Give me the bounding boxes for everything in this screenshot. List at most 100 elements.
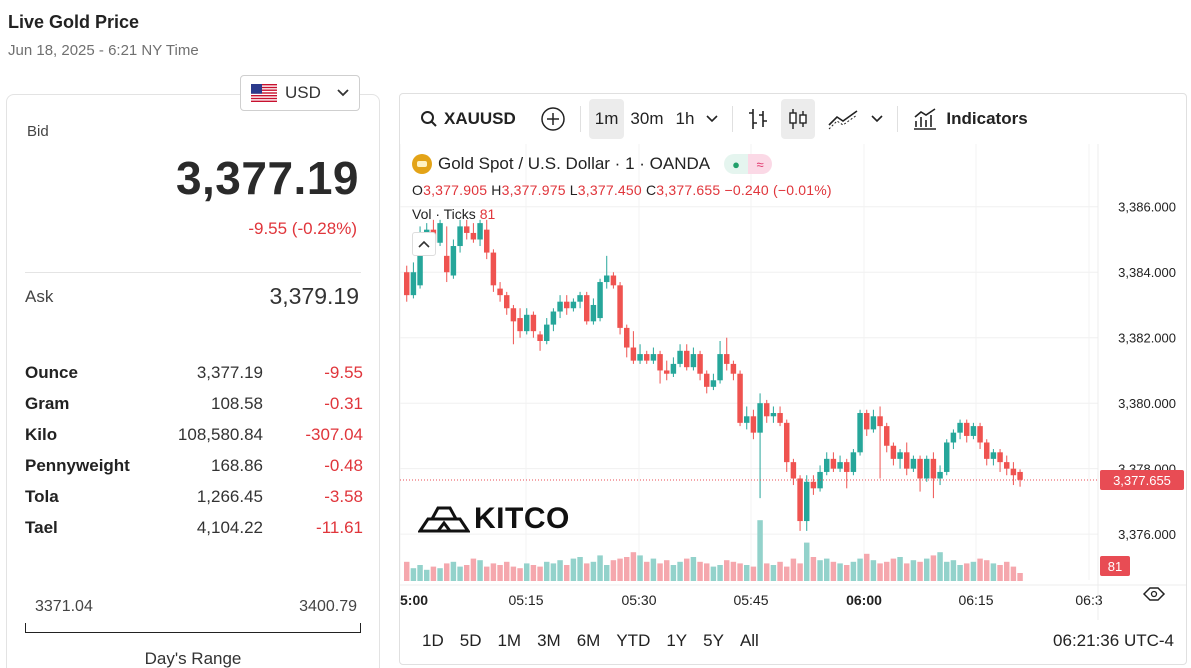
interval-dropdown[interactable] [700,99,724,139]
chart-clock[interactable]: 06:21:36 UTC-4 [1053,631,1174,650]
volume-bar [677,561,683,581]
market-status-pill[interactable]: ● ≈ [724,154,773,174]
candle-body [804,481,810,522]
volume-bar [610,560,617,581]
x-tick-label: 5:00 [400,592,428,608]
volume-bar [490,563,497,581]
range-5y[interactable]: 5Y [703,631,724,650]
range-ytd[interactable]: YTD [616,631,651,650]
unit-price: 108.58 [211,394,263,413]
candle-body [890,445,897,459]
volume-bar [717,565,723,581]
candle-body [650,354,657,361]
chart-style-dropdown[interactable] [865,99,889,139]
compare-button[interactable] [534,99,572,139]
volume-bar [524,563,530,581]
unit-row: Pennyweight 168.86 -0.48 [25,456,363,487]
unit-change: -3.58 [324,487,363,506]
volume-bar [670,565,677,581]
volume-bar [410,568,417,581]
candlestick-chart[interactable]: 3,376.0003,378.0003,380.0003,382.0003,38… [400,144,1186,620]
candle-body [490,252,497,286]
bar-style-icon [749,109,768,129]
indicators-button[interactable]: Indicators [906,99,1033,139]
candle-body [770,413,777,417]
chart-legend-title: Gold Spot / U.S. Dollar · 1 · OANDA ● ≈ [412,154,773,174]
area-style-button[interactable] [821,99,865,139]
candle-body [1004,462,1010,469]
candle-body [457,226,463,247]
candle-body [837,462,843,469]
candle-body [937,471,943,479]
range-all[interactable]: All [739,631,759,650]
chevron-down-icon [871,115,883,123]
volume-bar [704,563,710,581]
volume-bar [697,561,703,581]
volume-bar [964,563,970,581]
volume-bar [924,558,930,581]
candle-body [717,354,723,381]
volume-bar [470,558,477,581]
candle-body [984,442,990,459]
collapse-legend-button[interactable] [412,232,436,256]
range-1d[interactable]: 1D [422,631,444,650]
candle-style-button[interactable] [781,99,816,139]
range-1y[interactable]: 1Y [666,631,688,650]
x-tick-label: 05:15 [508,592,543,608]
volume-bar [730,561,737,581]
volume-bar [984,560,990,581]
area-style-icon [828,110,858,130]
volume-bar [437,568,443,581]
volume-bar [917,561,923,581]
candle-body [870,416,877,430]
volume-bar [617,558,623,581]
interval-1h[interactable]: 1h [675,109,695,128]
symbol-search-button[interactable]: XAUUSD [414,99,522,139]
unit-change: -11.61 [316,518,363,537]
volume-bar [777,561,783,581]
candle-body [1010,468,1017,476]
volume-bar [570,558,577,581]
candle-body [597,282,603,319]
volume-bar [817,560,823,581]
range-6m[interactable]: 6M [576,631,601,650]
volume-legend: Vol · Ticks 81 [412,206,495,222]
range-5d[interactable]: 5D [459,631,482,650]
candle-body [437,223,443,243]
volume-bar [497,565,503,581]
chart-toolbar: XAUUSD 1m 30m 1h Indicators [400,94,1186,144]
volume-bar [904,563,910,581]
day-range-caption: Day's Range [144,649,242,668]
candle-body [637,354,643,361]
volume-bar [417,565,423,581]
volume-value: 81 [479,206,496,222]
interval-1m[interactable]: 1m [588,99,625,139]
unit-change: -9.55 [324,363,363,382]
unit-price: 1,266.45 [196,487,263,506]
candle-body [830,458,837,469]
volume-bar [577,557,583,581]
unit-change: -0.31 [324,394,363,413]
range-1m[interactable]: 1M [497,631,522,650]
volume-bar [810,557,817,581]
volume-bar [804,542,810,581]
chevron-up-icon [418,240,430,248]
candle-body [724,354,730,364]
data-delay-icon: ≈ [748,154,773,174]
volume-bar [690,557,697,581]
candle-body [824,458,830,472]
range-3m[interactable]: 3M [537,631,561,650]
unit-price: 108,580.84 [177,425,263,444]
candle-body [757,403,763,433]
currency-label: USD [285,83,321,102]
candle-body [477,223,483,240]
candle-body [530,314,537,332]
unit-change: -0.48 [324,456,363,475]
page-subtitle: Jun 18, 2025 - 6:21 NY Time [8,42,199,59]
volume-bar [970,561,977,581]
bar-style-button[interactable] [741,99,775,139]
currency-select[interactable]: USD [240,75,360,111]
interval-30m[interactable]: 30m [630,109,664,128]
volume-bar [897,557,903,581]
toolbar-divider [732,106,734,132]
